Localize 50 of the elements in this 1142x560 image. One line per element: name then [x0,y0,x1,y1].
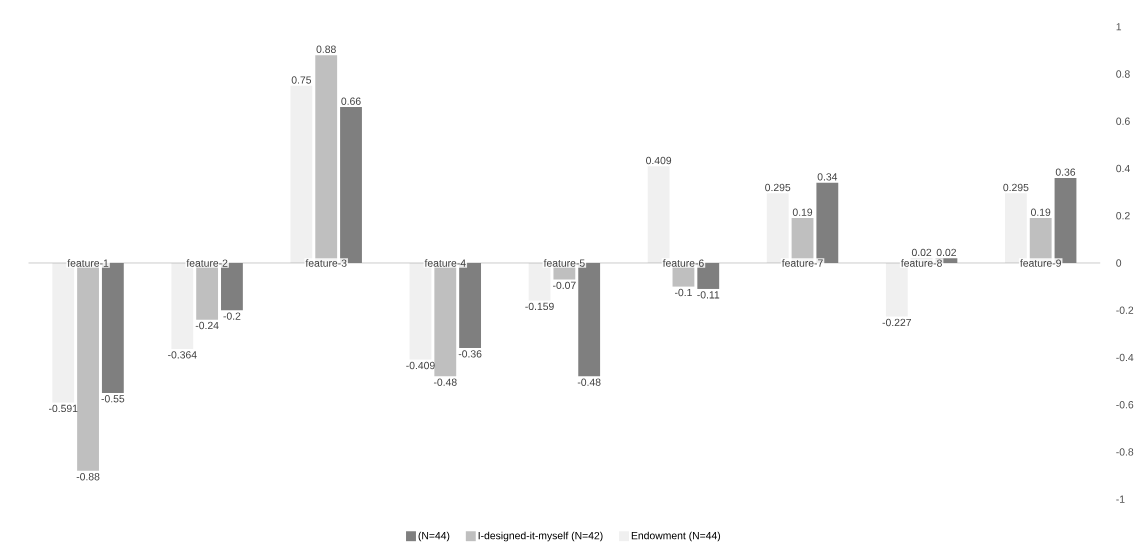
data-label: -0.591 [48,404,78,413]
y-tick-label: -1 [1116,495,1125,503]
data-label: 0.295 [765,183,791,192]
x-tick-label: feature-8 [900,259,942,267]
y-tick-label: 0.6 [1116,117,1130,126]
data-label: 0.02 [936,248,956,257]
x-tick-label: feature-5 [543,259,585,267]
y-tick-label: -0.4 [1116,353,1134,362]
data-label: -0.1 [674,288,692,297]
data-label: 0.88 [316,45,336,54]
data-label: -0.48 [577,378,601,387]
data-label: -0.11 [697,291,720,299]
y-tick-label: 0.4 [1116,164,1130,173]
data-label: 0.02 [911,248,932,257]
data-label: 0.19 [792,208,813,217]
x-tick-label: feature-7 [781,259,823,267]
x-tick-label: feature-9 [1020,259,1061,267]
data-label: 0.409 [646,156,672,165]
data-label: -0.55 [101,395,125,403]
y-tick-label: -0.6 [1116,401,1134,409]
y-tick-label: 0.2 [1116,212,1130,220]
data-label: 0.36 [1055,168,1076,176]
data-label: 0.34 [817,173,838,181]
legend-label: Endowment (N=44) [631,531,721,542]
data-label: 0.75 [291,76,312,84]
x-tick-label: feature-2 [186,259,228,267]
data-label: -0.24 [195,322,219,330]
data-label: -0.227 [882,318,911,327]
data-label: -0.159 [525,302,554,311]
y-tick-label: 1 [1116,23,1122,31]
data-label: 0.19 [1030,208,1051,217]
data-label: -0.364 [168,351,197,359]
data-label: -0.36 [458,350,482,358]
y-tick-label: -0.2 [1116,306,1134,315]
legend-label: I-designed-it-myself (N=42) [478,531,603,542]
x-tick-label: feature-3 [305,259,347,267]
data-label: -0.48 [433,378,457,387]
data-label: -0.2 [223,312,241,320]
x-tick-label: feature-4 [424,259,466,267]
data-label: -0.409 [406,361,435,370]
y-tick-label: 0 [1116,259,1122,267]
x-tick-label: feature-1 [67,259,109,267]
data-label: 0.295 [1003,183,1029,192]
y-tick-label: 0.8 [1116,70,1130,78]
legend-label: (N=44) [418,531,450,542]
data-label: -0.07 [553,281,576,290]
data-label: 0.66 [341,97,361,106]
x-tick-label: feature-6 [662,259,704,267]
data-label: -0.88 [76,473,100,481]
y-tick-label: -0.8 [1116,448,1134,456]
